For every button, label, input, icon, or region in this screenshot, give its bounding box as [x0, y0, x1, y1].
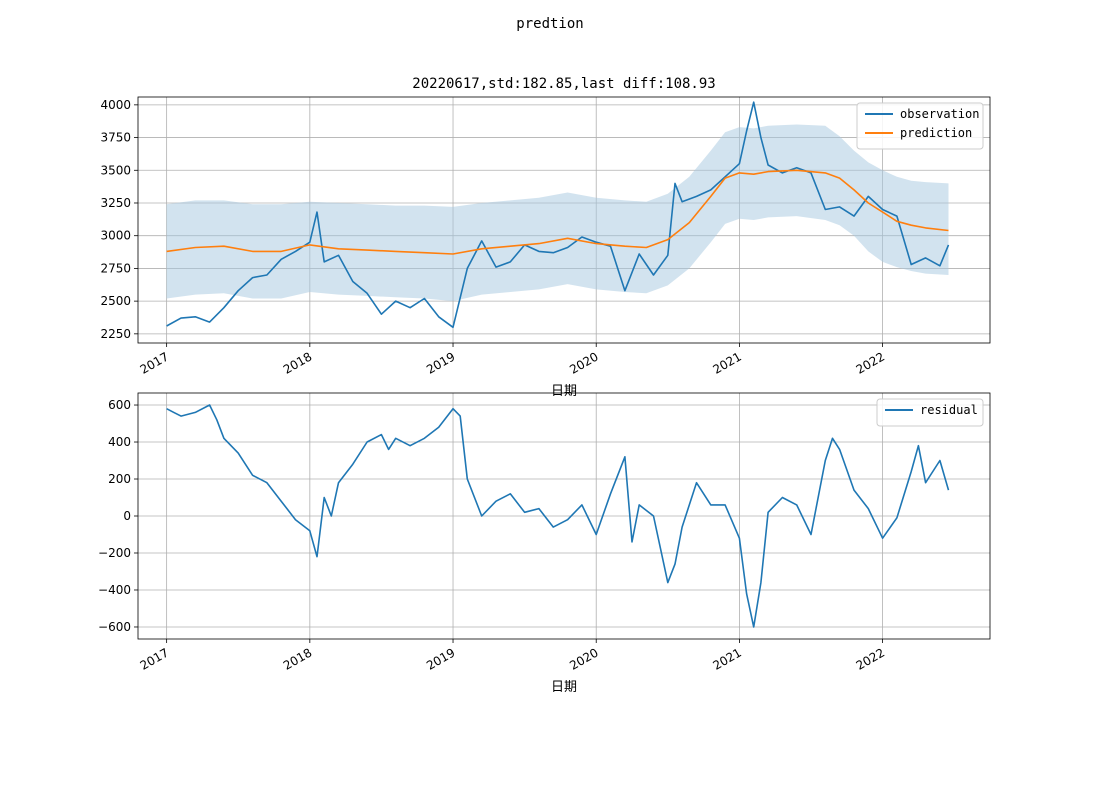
- y-axis-ticks: −600 −400 −200 0 200 400 600: [98, 398, 138, 634]
- x-axis-ticks: 2017 2018 2019 2020 2021 2022: [138, 639, 887, 673]
- x-axis-label: 日期: [551, 680, 577, 695]
- x-axis-label: 日期: [551, 384, 577, 399]
- y-axis-ticks: 2250 2500 2750 3000 3250 3500 3750 4000: [100, 98, 138, 341]
- x-tick-label: 2019: [424, 645, 457, 672]
- y-tick-label: 0: [123, 509, 131, 523]
- y-tick-label: 2500: [100, 294, 131, 308]
- series-line-residual: [166, 404, 950, 628]
- x-tick-label: 2020: [567, 645, 600, 672]
- prediction-chart: 20220617,std:182.85,last diff:108.93 201…: [100, 76, 991, 399]
- legend-label-prediction: prediction: [900, 126, 972, 140]
- y-tick-label: 3750: [100, 131, 131, 145]
- series-line-prediction: [166, 169, 949, 255]
- legend: observation prediction: [856, 102, 984, 150]
- series-lines: [166, 101, 950, 329]
- chart-title: 20220617,std:182.85,last diff:108.93: [412, 76, 715, 92]
- x-tick-label: 2020: [567, 349, 600, 376]
- y-tick-label: −400: [98, 583, 131, 597]
- x-tick-label: 2022: [854, 645, 887, 672]
- y-tick-label: 200: [108, 472, 131, 486]
- y-tick-label: 2750: [100, 261, 131, 275]
- y-tick-label: 600: [108, 398, 131, 412]
- series-line-observation: [166, 101, 950, 329]
- x-axis-ticks: 2017 2018 2019 2020 2021 2022: [138, 343, 887, 377]
- figure-suptitle: predtion: [516, 16, 583, 32]
- confidence-band: [166, 124, 949, 302]
- y-tick-label: 4000: [100, 98, 131, 112]
- legend-box: [876, 398, 984, 427]
- legend-label-observation: observation: [900, 107, 979, 121]
- legend-label-residual: residual: [920, 403, 978, 417]
- y-tick-label: −200: [98, 546, 131, 560]
- x-tick-label: 2021: [710, 645, 743, 672]
- legend: residual: [876, 398, 984, 427]
- y-tick-label: 400: [108, 435, 131, 449]
- series-lines: [166, 404, 950, 628]
- x-tick-label: 2021: [710, 349, 743, 376]
- y-tick-label: −600: [98, 620, 131, 634]
- plot-frame: [137, 96, 991, 344]
- residual-chart: 2017 2018 2019 2020 2021 2022 −600 −400 −200 0 20…: [98, 392, 991, 695]
- x-tick-label: 2018: [281, 645, 314, 672]
- y-tick-label: 2250: [100, 327, 131, 341]
- x-tick-label: 2018: [281, 349, 314, 376]
- x-tick-label: 2022: [854, 349, 887, 376]
- x-tick-label: 2017: [138, 349, 171, 376]
- x-tick-label: 2019: [424, 349, 457, 376]
- y-tick-label: 3250: [100, 196, 131, 210]
- y-tick-label: 3500: [100, 163, 131, 177]
- y-tick-label: 3000: [100, 229, 131, 243]
- x-tick-label: 2017: [138, 645, 171, 672]
- grid: [138, 393, 990, 639]
